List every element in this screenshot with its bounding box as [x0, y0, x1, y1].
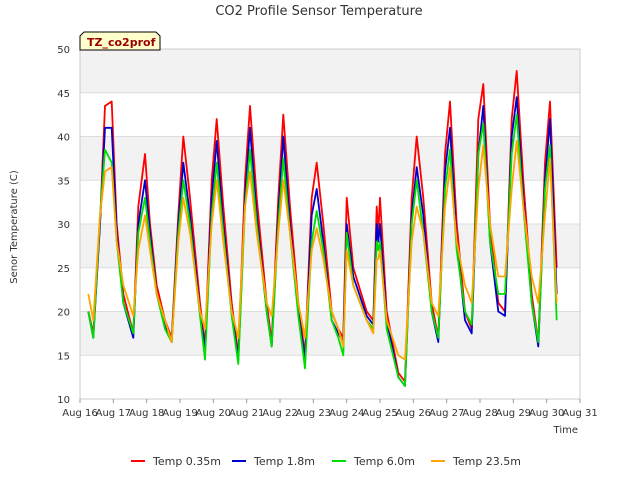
series-line: [87, 139, 558, 361]
annotation-box: TZ_co2prof: [79, 31, 161, 51]
chart-title: CO2 Profile Sensor Temperature: [215, 4, 422, 19]
x-tick-label: Aug 26: [396, 408, 431, 419]
legend-label: Temp 6.0m: [353, 455, 415, 468]
x-tick-label: Aug 31: [562, 408, 597, 419]
plot-band: [80, 92, 580, 137]
x-tick-label: Aug 16: [62, 408, 97, 419]
plot-band: [80, 136, 580, 181]
plot-frame: [79, 48, 581, 400]
x-tick-label: Aug 21: [229, 408, 264, 419]
plot-band: [80, 311, 580, 356]
legend-label: Temp 1.8m: [253, 455, 315, 468]
y-tick-label: 35: [57, 176, 70, 187]
plot-bands: [80, 49, 580, 399]
x-tick-label: Aug 25: [362, 408, 397, 419]
x-tick-label: Aug 22: [262, 408, 297, 419]
x-tick-label: Aug 29: [496, 408, 531, 419]
y-tick-label: 10: [57, 395, 70, 406]
y-tick-label: 45: [57, 89, 70, 100]
x-tick-label: Aug 18: [129, 408, 164, 419]
legend-label: Temp 23.5m: [452, 455, 521, 468]
y-tick-label: 30: [57, 220, 70, 231]
plot-band: [80, 355, 580, 399]
plot-band: [80, 224, 580, 268]
annotation-box-shape: [79, 31, 161, 51]
y-axis-label: Senor Temperature (C): [9, 170, 20, 284]
x-tick-label: Aug 23: [296, 408, 331, 419]
x-tick-label: Aug 27: [429, 408, 464, 419]
annotation-label: TZ_co2prof: [87, 36, 156, 49]
y-tick-label: 50: [57, 45, 70, 56]
y-tick-label: 20: [57, 308, 70, 319]
x-tick-label: Aug 19: [162, 408, 197, 419]
y-tick-label: 40: [57, 133, 70, 144]
x-tick-label: Aug 24: [329, 408, 364, 419]
legend: Temp 0.35m Temp 1.8m Temp 6.0m Temp 23.5m: [131, 455, 521, 468]
legend-label: Temp 0.35m: [152, 455, 221, 468]
y-axis: 10 15 20 25 30 35 40 45 50: [57, 45, 70, 406]
plot-band: [80, 49, 580, 93]
y-tick-label: 25: [57, 264, 70, 275]
x-tick-label: Aug 17: [96, 408, 131, 419]
y-tick-label: 15: [57, 351, 70, 362]
plot-band: [80, 180, 580, 224]
series-line: [87, 113, 558, 387]
x-tick-label: Aug 20: [196, 408, 231, 419]
x-tick-label: Aug 30: [529, 408, 564, 419]
x-tick-label: Aug 28: [462, 408, 497, 419]
x-axis-label: Time: [553, 425, 578, 436]
series-lines: [87, 70, 558, 387]
